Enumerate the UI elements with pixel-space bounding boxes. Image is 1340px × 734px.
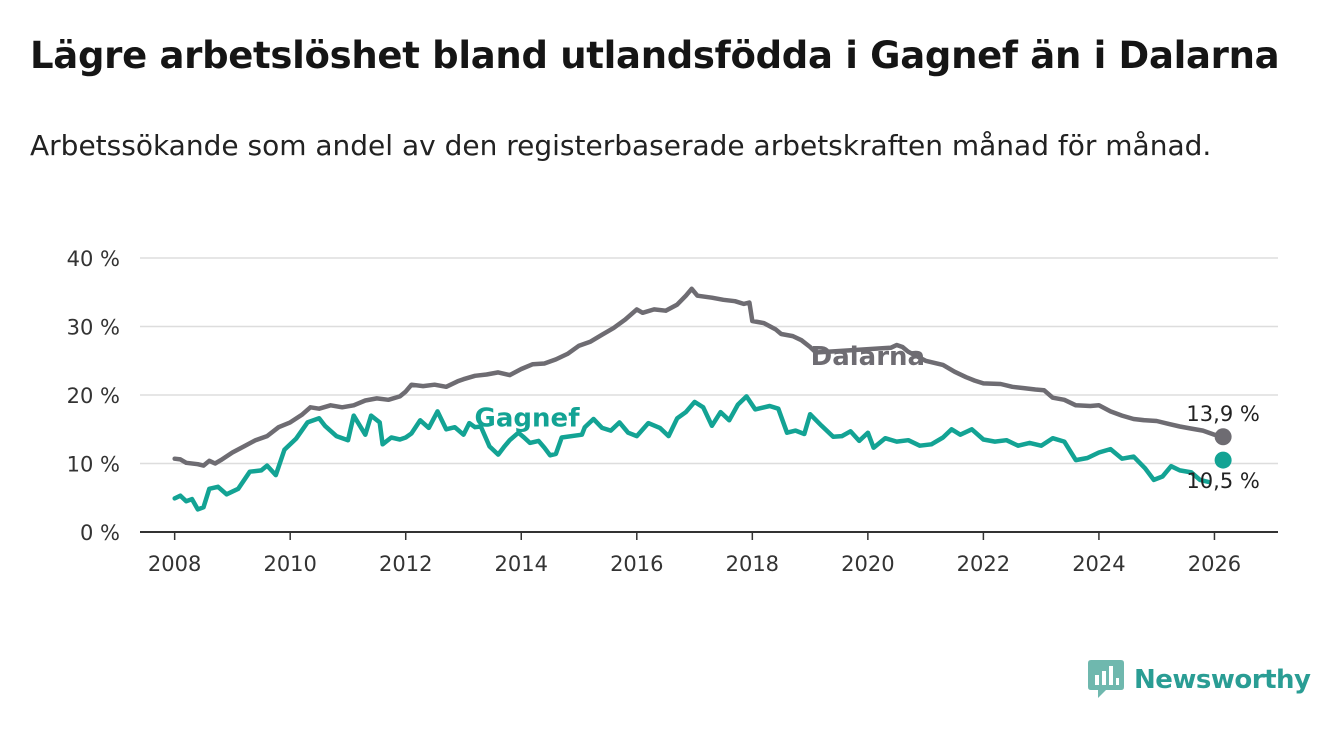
brand-logo: Newsworthy [1088, 660, 1311, 700]
x-tick-label: 2010 [263, 552, 316, 576]
newsworthy-logo-icon [1088, 660, 1124, 698]
x-tick-label: 2016 [610, 552, 663, 576]
x-tick-label: 2026 [1188, 552, 1241, 576]
x-tick-label: 2012 [379, 552, 432, 576]
end-value-label-gagnef: 10,5 % [1186, 469, 1259, 493]
x-tick-label: 2022 [957, 552, 1010, 576]
chart-subtitle: Arbetssökande som andel av den registerb… [30, 129, 1212, 162]
x-tick-label: 2024 [1072, 552, 1125, 576]
y-tick-label: 20 % [67, 384, 120, 408]
x-tick-label: 2014 [495, 552, 548, 576]
series-line-gagnef [172, 394, 1211, 512]
series-line-dalarna [172, 286, 1226, 468]
brand-name: Newsworthy [1134, 665, 1311, 695]
y-tick-label: 0 % [80, 521, 120, 545]
x-tick-label: 2008 [148, 552, 201, 576]
y-tick-label: 30 % [67, 316, 120, 340]
series-label-gagnef: Gagnef [475, 404, 581, 434]
end-marker-gagnef [1214, 451, 1232, 469]
chart-title: Lägre arbetslöshet bland utlandsfödda i … [30, 34, 1280, 77]
end-marker-dalarna [1214, 428, 1232, 446]
y-tick-label: 40 % [67, 247, 120, 271]
x-tick-label: 2018 [726, 552, 779, 576]
end-value-label-dalarna: 13,9 % [1186, 402, 1259, 426]
series-label-dalarna: Dalarna [811, 342, 925, 372]
x-tick-label: 2020 [841, 552, 894, 576]
y-tick-label: 10 % [67, 453, 120, 477]
